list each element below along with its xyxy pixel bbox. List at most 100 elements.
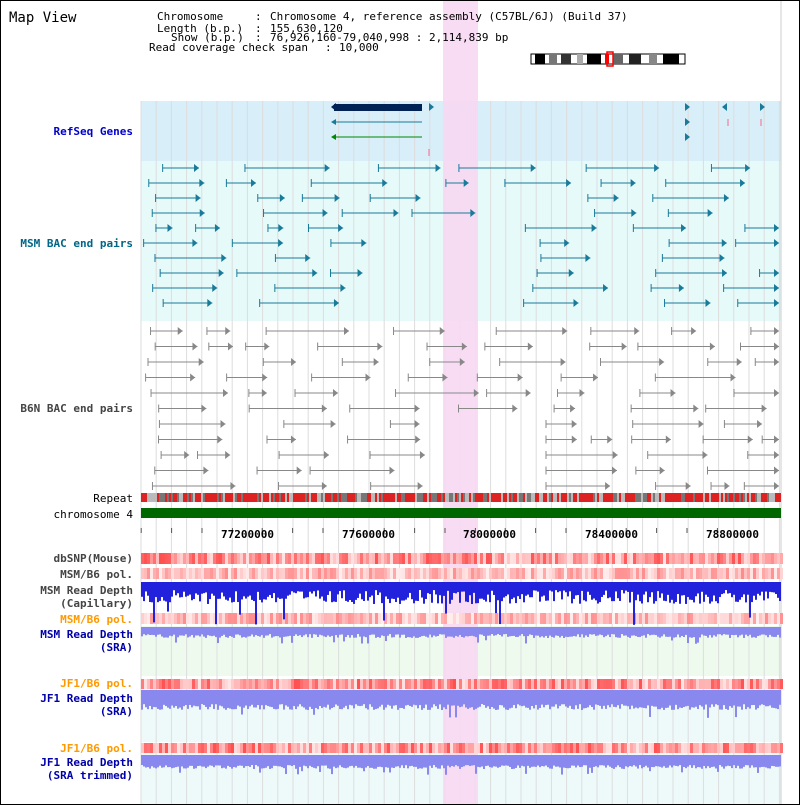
jf1-trim-depth-bar — [617, 755, 619, 766]
msm-bac-end-pairs-label[interactable]: MSM BAC end pairs — [20, 237, 133, 250]
dbsnp-heat-cell — [597, 553, 600, 564]
dbsnp-heat-cell — [573, 553, 576, 564]
jf1-b6-pol-heat-cell — [612, 679, 615, 689]
msm-capillary-depth-bar — [329, 582, 331, 592]
jf1-sra-depth-bar — [715, 690, 717, 705]
jf1-read-depth-trim-label[interactable]: JF1 Read Depth — [40, 756, 133, 769]
msm-b6-pol-heat-cell — [483, 568, 486, 579]
msm-capillary-depth-bar — [459, 582, 461, 603]
dbsnp-heat-cell — [432, 553, 435, 564]
msm-read-depth-capillary-label[interactable]: MSM Read Depth — [40, 584, 133, 597]
jf1-trim-depth-bar — [681, 755, 683, 773]
jf1-b6-pol-heat-cell — [192, 679, 195, 689]
jf1-b6-pol-heat-cell — [489, 743, 492, 753]
msm-b6-pol-heat-cell — [690, 568, 693, 579]
jf1-b6-pol-heat-cell — [375, 679, 378, 689]
dbsnp-heat-cell — [174, 553, 177, 564]
jf1-b6-pol-heat-cell — [285, 743, 288, 753]
chromosome-label-track[interactable]: chromosome 4 — [53, 508, 133, 521]
dbsnp-heat-cell — [456, 553, 459, 564]
msm-sra-depth-bar — [249, 627, 251, 637]
jf1-sra-depth-bar — [423, 690, 425, 709]
msm-sra-depth-bar — [567, 627, 569, 638]
repeat-segment — [645, 493, 647, 502]
msm-b6-pol-heat-cell — [171, 568, 174, 579]
jf1-b6-pol-heat-cell — [570, 743, 573, 753]
msm-sra-depth-bar — [369, 627, 371, 636]
jf1-b6-pol-heat-cell — [435, 679, 438, 689]
jf1-sra-depth-bar — [391, 690, 393, 709]
msm-sra-depth-bar — [571, 627, 573, 637]
jf1-sra-depth-bar — [473, 690, 475, 710]
jf1-sra-depth-bar — [213, 690, 215, 709]
jf1-sra-depth-bar — [555, 690, 557, 705]
jf1-b6-pol-heat-cell — [648, 743, 651, 753]
jf1-b6-pol-heat-cell — [633, 743, 636, 753]
msm-b6-pol-heat-cell — [405, 613, 408, 624]
msm-capillary-depth-bar — [661, 582, 663, 594]
jf1-sra-depth-bar — [197, 690, 199, 707]
msm-sra-depth-bar — [643, 627, 645, 636]
jf1-sra-depth-bar — [681, 690, 683, 708]
msm-sra-depth-bar — [751, 627, 753, 638]
jf1-trim-depth-bar — [631, 755, 633, 767]
msm-sra-depth-bar — [473, 627, 475, 637]
dbsnp-heat-cell — [276, 553, 279, 564]
jf1-b6-pol-heat-cell — [345, 679, 348, 689]
msm-read-depth-sra-label[interactable]: MSM Read Depth — [40, 628, 133, 641]
jf1-trim-depth-bar — [273, 755, 275, 766]
jf1-trim-depth-bar — [575, 755, 577, 768]
jf1-b6-pol-heat-cell — [684, 743, 687, 753]
dbsnp-label[interactable]: dbSNP(Mouse) — [53, 552, 133, 565]
repeat-segment — [535, 493, 537, 502]
jf1-b6-pol-label-2[interactable]: JF1/B6 pol. — [60, 742, 133, 755]
repeat-segment — [219, 493, 221, 502]
repeat-segment — [279, 493, 281, 502]
jf1-trim-depth-bar — [151, 755, 153, 767]
jf1-b6-pol-heat-cell — [729, 743, 732, 753]
jf1-sra-depth-bar — [387, 690, 389, 705]
jf1-trim-depth-bar — [457, 755, 459, 767]
msm-capillary-depth-bar — [393, 582, 395, 599]
refseq-genes-label[interactable]: RefSeq Genes — [53, 125, 133, 138]
ideogram-band — [535, 54, 545, 64]
jf1-b6-pol-heat-cell — [420, 679, 423, 689]
jf1-sra-depth-bar — [189, 690, 191, 705]
jf1-trim-depth-bar — [173, 755, 175, 768]
repeat-segment — [669, 493, 671, 502]
repeat-segment — [529, 493, 531, 502]
ideogram-band — [663, 54, 679, 64]
msm-b6-pol-heat-cell — [249, 613, 252, 624]
msm-b6-pol-label-2[interactable]: MSM/B6 pol. — [60, 613, 133, 626]
msm-capillary-depth-bar — [363, 582, 365, 601]
repeat-label[interactable]: Repeat — [93, 492, 133, 505]
msm-b6-pol-heat-cell — [774, 613, 777, 624]
msm-capillary-depth-bar — [731, 582, 733, 598]
dbsnp-heat-cell — [453, 553, 456, 564]
msm-bac-pair-end — [678, 284, 684, 292]
b6n-bac-end-pairs-label[interactable]: B6N BAC end pairs — [20, 402, 133, 415]
jf1-read-depth-sra-label[interactable]: JF1 Read Depth — [40, 692, 133, 705]
msm-sra-depth-bar — [563, 627, 565, 638]
repeat-segment — [593, 493, 595, 502]
jf1-trim-depth-bar — [535, 755, 537, 767]
jf1-b6-pol-heat-cell — [498, 679, 501, 689]
jf1-trim-depth-bar — [305, 755, 307, 767]
msm-capillary-depth-bar — [465, 582, 467, 602]
jf1-b6-pol-label-1[interactable]: JF1/B6 pol. — [60, 677, 133, 690]
msm-sra-depth-bar — [763, 627, 765, 635]
refseq-gene-arrow — [760, 103, 765, 111]
repeat-segment — [375, 493, 377, 502]
msm-capillary-depth-bar — [301, 582, 303, 592]
jf1-b6-pol-heat-cell — [606, 679, 609, 689]
jf1-sra-depth-bar — [463, 690, 465, 705]
jf1-b6-pol-heat-cell — [483, 743, 486, 753]
jf1-b6-pol-heat-cell — [390, 743, 393, 753]
repeat-segment — [739, 493, 741, 502]
jf1-sra-depth-bar — [405, 690, 407, 706]
jf1-sra-depth-bar — [625, 690, 627, 706]
repeat-segment — [507, 493, 509, 502]
msm-b6-pol-label-1[interactable]: MSM/B6 pol. — [60, 568, 133, 581]
msm-capillary-depth-bar — [767, 582, 769, 599]
jf1-b6-pol-heat-cell — [672, 743, 675, 753]
